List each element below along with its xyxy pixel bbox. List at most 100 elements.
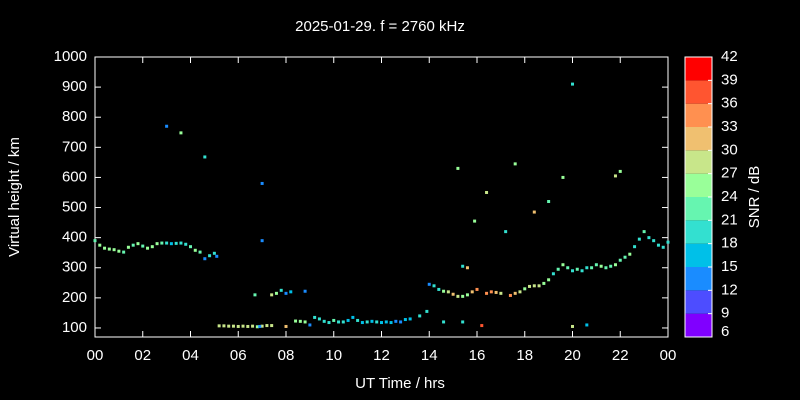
point — [561, 175, 565, 179]
point — [112, 248, 116, 252]
point — [212, 251, 216, 255]
point — [642, 230, 646, 234]
point — [141, 244, 145, 248]
colorbar-band — [685, 173, 712, 197]
point — [637, 237, 641, 241]
colorbar-tick-label: 39 — [721, 71, 738, 88]
point — [258, 324, 262, 328]
point — [341, 320, 345, 324]
point — [215, 254, 219, 258]
point — [217, 324, 221, 328]
point — [294, 319, 298, 323]
point — [279, 288, 283, 292]
point — [489, 290, 493, 294]
colorbar-tick-label: 33 — [721, 118, 738, 135]
point — [189, 245, 192, 249]
point — [198, 250, 202, 254]
point — [575, 267, 579, 271]
point — [253, 293, 257, 297]
point — [384, 320, 388, 324]
point — [337, 320, 341, 324]
chart-title: 2025-01-29. f = 2760 kHz — [295, 18, 465, 35]
point — [571, 82, 574, 86]
point — [231, 324, 235, 328]
point — [461, 294, 465, 298]
point — [551, 272, 555, 276]
colorbar-tick-label: 15 — [721, 258, 738, 275]
y-tick-label: 100 — [62, 319, 87, 336]
y-tick-label: 800 — [62, 108, 87, 125]
x-tick-label: 08 — [278, 347, 295, 364]
point — [317, 317, 321, 321]
point — [260, 181, 264, 185]
point — [628, 252, 632, 256]
point — [425, 309, 429, 313]
point — [270, 324, 274, 328]
point — [403, 318, 407, 322]
colorbar-band — [685, 220, 712, 244]
point — [604, 266, 608, 270]
point — [613, 174, 617, 178]
point — [513, 162, 517, 166]
point — [174, 241, 178, 245]
point — [126, 245, 130, 249]
point — [117, 249, 121, 253]
point — [184, 242, 188, 246]
colorbar-band — [685, 80, 712, 104]
point — [613, 263, 617, 267]
colorbar-band — [685, 150, 712, 174]
y-axis-label: Virtual height / km — [6, 137, 23, 257]
point — [408, 317, 412, 321]
point — [289, 290, 293, 294]
point — [485, 291, 489, 295]
point — [351, 315, 355, 319]
point — [652, 239, 656, 243]
colorbar-tick-label: 18 — [721, 235, 738, 252]
point — [203, 155, 207, 159]
point — [547, 200, 551, 204]
colorbar-tick-label: 30 — [721, 141, 738, 158]
point — [532, 284, 536, 288]
point — [322, 319, 326, 323]
y-tick-label: 700 — [62, 138, 87, 155]
point — [375, 320, 379, 324]
x-tick-label: 02 — [134, 347, 151, 364]
x-tick-label: 18 — [516, 347, 533, 364]
colorbar-tick-label: 24 — [721, 188, 738, 205]
y-tick-label: 300 — [62, 259, 87, 276]
point — [508, 293, 512, 297]
x-tick-label: 16 — [469, 347, 486, 364]
point — [179, 131, 183, 135]
point — [518, 290, 522, 294]
point — [208, 254, 212, 258]
point — [585, 323, 589, 327]
point — [241, 324, 245, 328]
y-tick-label: 600 — [62, 168, 87, 185]
x-tick-label: 00 — [660, 347, 677, 364]
colorbar-tick-label: 36 — [721, 95, 738, 112]
x-tick-label: 04 — [182, 347, 199, 364]
colorbar-tick-label: 6 — [721, 323, 729, 340]
point — [451, 292, 455, 296]
x-tick-label: 22 — [612, 347, 629, 364]
point — [98, 243, 102, 247]
point — [437, 287, 441, 291]
colorbar-band — [685, 197, 712, 221]
point — [236, 324, 240, 328]
point — [155, 242, 159, 246]
point — [270, 293, 274, 297]
point — [160, 241, 164, 245]
y-tick-label: 400 — [62, 229, 87, 246]
point — [260, 324, 264, 328]
point — [346, 318, 350, 322]
point — [246, 324, 250, 328]
point — [473, 219, 477, 223]
x-tick-label: 12 — [373, 347, 390, 364]
point — [532, 210, 536, 214]
point — [618, 169, 622, 173]
point — [523, 287, 527, 291]
point — [485, 190, 489, 194]
point — [251, 324, 255, 328]
point — [332, 318, 336, 322]
